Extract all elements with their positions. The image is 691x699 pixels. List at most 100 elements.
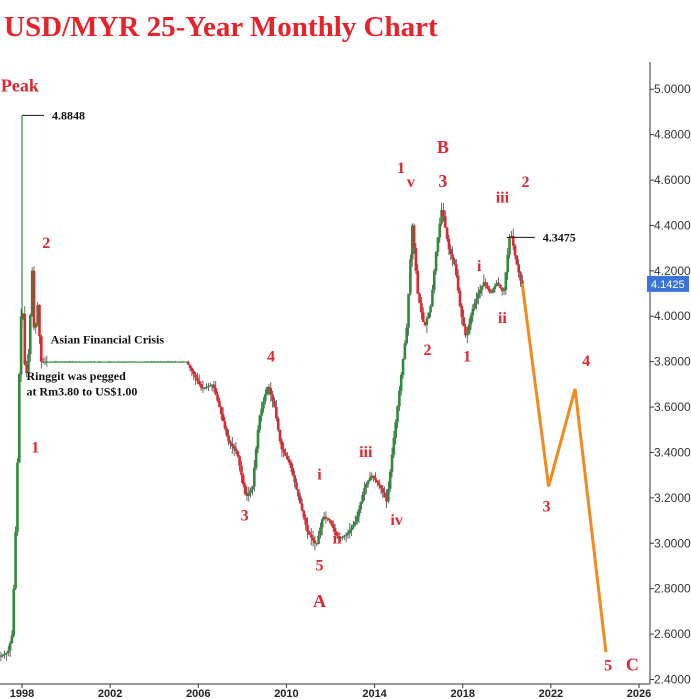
candle-body	[359, 502, 363, 510]
candle-body	[473, 303, 476, 309]
candle-body	[262, 401, 265, 409]
candle-body	[170, 361, 173, 363]
candle-body	[410, 225, 414, 260]
candle-body	[197, 380, 201, 385]
candle-body	[330, 520, 333, 525]
candle-body	[225, 428, 229, 436]
candle-body	[488, 288, 491, 292]
candle-body	[205, 386, 208, 388]
candle-body	[172, 361, 175, 363]
candle-body	[260, 408, 263, 416]
candle-body	[297, 489, 300, 497]
x-tick-label: 2014	[362, 688, 387, 699]
wave-label: 3	[241, 508, 249, 525]
candle-body	[363, 487, 366, 496]
candle-body	[109, 361, 113, 363]
candle-body	[106, 361, 109, 363]
candle-body	[423, 321, 427, 326]
candle-body	[38, 304, 41, 337]
candle-body	[52, 361, 56, 363]
candle-body	[390, 454, 394, 472]
candle-body	[95, 361, 98, 363]
candle-body	[341, 536, 344, 538]
candle-body	[282, 449, 285, 453]
candle-body	[139, 361, 142, 363]
candle-body	[142, 361, 146, 363]
candle-body	[387, 488, 390, 502]
candle-body	[82, 361, 85, 363]
candle-body	[353, 521, 357, 525]
candle-body	[196, 377, 199, 381]
candle-body	[409, 259, 412, 294]
candle-body	[322, 516, 326, 520]
candle-body	[135, 361, 139, 363]
candle-body	[308, 531, 311, 535]
candle-body	[199, 384, 203, 388]
candle-body	[234, 448, 238, 452]
candle-body	[166, 361, 170, 363]
candle-body	[150, 361, 153, 363]
candle-body	[460, 305, 464, 318]
wave-label: C	[626, 654, 639, 674]
candle-body	[361, 495, 364, 503]
candle-body	[208, 385, 212, 387]
candle-body	[49, 361, 52, 363]
candle-body	[212, 384, 216, 389]
last-price-label: 4.1425	[651, 279, 685, 291]
candle-body	[484, 282, 487, 286]
candle-body	[164, 361, 168, 363]
candle-body	[436, 237, 440, 252]
crisis-annotation: Asian Financial Crisis	[51, 332, 165, 346]
candle-body	[8, 643, 12, 651]
wave-label: iv	[390, 512, 402, 529]
candle-body	[377, 482, 381, 486]
candle-body	[385, 497, 388, 502]
candle-body	[374, 477, 377, 481]
x-tick-label: 2026	[627, 688, 651, 699]
candle-body	[155, 361, 159, 363]
candle-body	[3, 653, 6, 655]
candle-body	[186, 361, 190, 365]
candle-body	[480, 285, 484, 290]
candle-body	[236, 451, 240, 457]
candle-body	[181, 361, 184, 363]
y-tick-label: 3.0000	[654, 536, 691, 550]
candle-body	[146, 361, 150, 363]
candle-body	[148, 361, 151, 363]
wave-label: iii	[496, 190, 510, 207]
candle-body	[499, 284, 502, 288]
candle-body	[218, 400, 221, 408]
candle-body	[464, 326, 467, 336]
candle-body	[504, 272, 508, 291]
candle-body	[286, 455, 289, 460]
candle-body	[118, 361, 122, 363]
high-value: 4.3475	[543, 230, 576, 244]
candle-body	[508, 237, 511, 255]
candle-body	[506, 254, 509, 273]
candle-body	[405, 327, 409, 344]
candle-body	[16, 462, 19, 532]
candle-body	[287, 459, 291, 463]
candle-body	[432, 270, 436, 290]
candle-body	[117, 361, 120, 363]
candle-body	[98, 361, 102, 363]
wave-label: ii	[333, 530, 342, 547]
candle-body	[291, 468, 295, 476]
y-tick-label: 4.0000	[654, 309, 691, 323]
y-tick-label: 5.0000	[654, 82, 691, 96]
candle-body	[152, 361, 155, 363]
candle-body	[265, 387, 269, 395]
candle-body	[69, 361, 72, 363]
candle-body	[163, 361, 166, 363]
candle-body	[271, 394, 274, 401]
candle-body	[370, 475, 374, 478]
y-tick-label: 4.4000	[654, 218, 691, 232]
candle-body	[500, 287, 504, 292]
candle-body	[365, 483, 368, 488]
candle-body	[289, 462, 293, 469]
candle-body	[126, 361, 129, 363]
candle-body	[471, 308, 475, 316]
candle-body	[383, 492, 386, 498]
projection-line	[520, 283, 608, 653]
